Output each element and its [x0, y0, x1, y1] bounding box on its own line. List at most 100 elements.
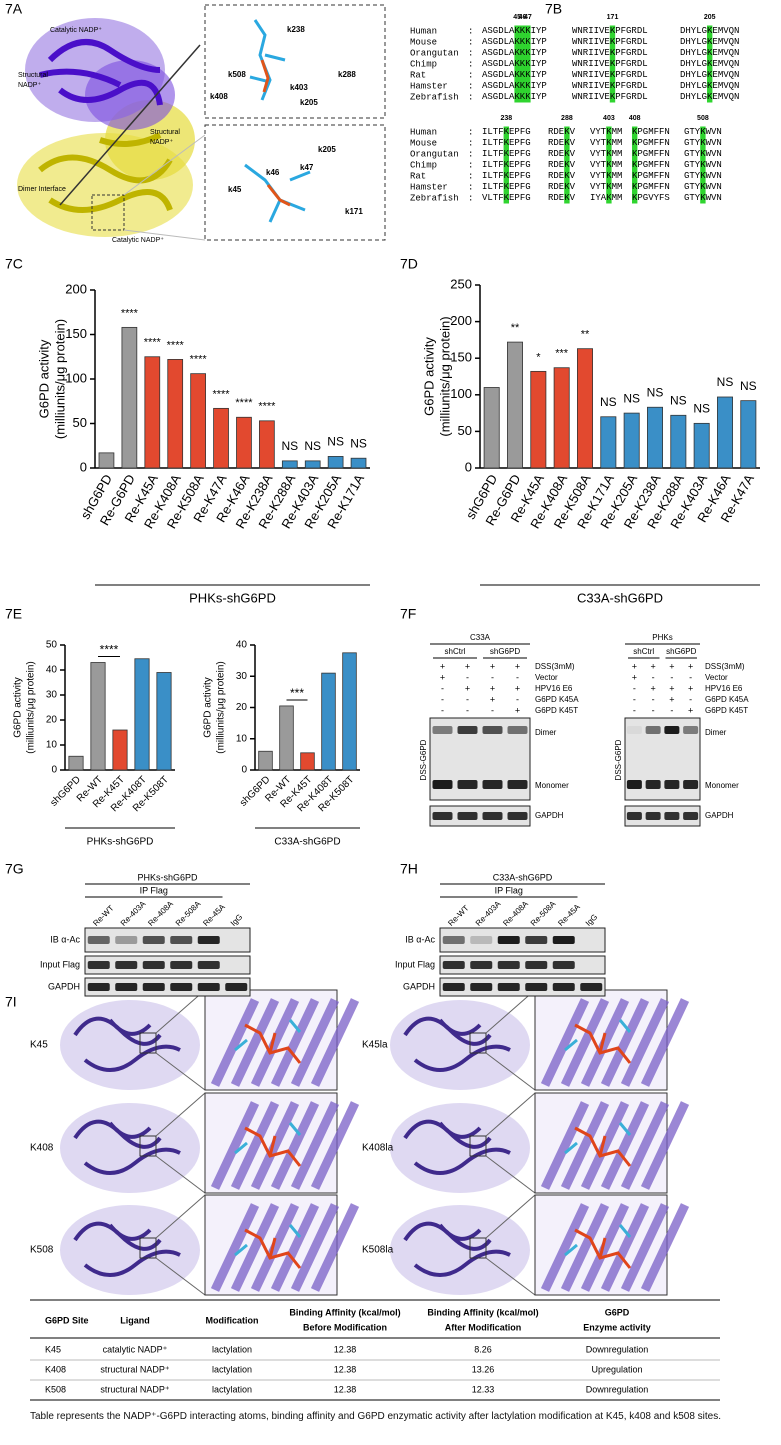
- bar: [144, 356, 161, 469]
- sequence-part: K: [504, 127, 510, 137]
- table-header: G6PD Site: [45, 1315, 89, 1325]
- ligand: [574, 1228, 632, 1269]
- sequence-part: ASGDLA: [482, 48, 515, 58]
- blot: [84, 955, 251, 975]
- ligand: [234, 1019, 302, 1052]
- band: [645, 726, 661, 734]
- sequence-part: KKK: [514, 70, 531, 80]
- sign: +: [465, 661, 470, 671]
- beta-strand: [640, 998, 690, 1087]
- molecule-surface: [60, 1103, 200, 1193]
- sign: +: [490, 694, 495, 704]
- bar: [236, 416, 252, 469]
- separator: :: [468, 149, 473, 159]
- sequence-part: GTY: [684, 127, 701, 137]
- sequence-part: PGMFFN: [637, 149, 669, 159]
- significance-label: ****: [235, 397, 253, 409]
- sign: -: [652, 672, 655, 682]
- sign: +: [669, 683, 674, 693]
- bar: [281, 460, 298, 469]
- panel-label: 7G: [5, 861, 24, 877]
- highlight: [606, 192, 612, 204]
- band: [470, 936, 493, 944]
- bar: [577, 348, 593, 469]
- beta-strand: [580, 1203, 630, 1292]
- sequence: KPGMFFN: [632, 127, 670, 137]
- significance-label: NS: [717, 375, 734, 389]
- lane-label: Re-408A: [501, 899, 530, 928]
- sequence-part: K: [610, 92, 616, 102]
- beta-strand: [600, 998, 650, 1087]
- sign: +: [465, 683, 470, 693]
- sequence-part: DHYLG: [680, 26, 707, 36]
- band: [87, 936, 110, 944]
- band: [442, 983, 465, 991]
- row-label: GAPDH: [48, 981, 80, 991]
- position-label: 403: [603, 115, 615, 122]
- blot: [439, 977, 606, 997]
- side-label: DSS-G6PD: [614, 739, 623, 780]
- bar: [350, 457, 367, 469]
- structure-label: Catalytic NADP⁺: [112, 237, 164, 244]
- sequence-part: EMVQN: [712, 81, 739, 91]
- x-axis-label: C33A-shG6PD: [577, 590, 663, 605]
- beta-strand: [270, 1203, 320, 1292]
- sequence-part: K: [564, 193, 570, 203]
- table-cell: 12.38: [334, 1344, 357, 1354]
- beta-strand: [290, 1203, 340, 1292]
- significance-label: ****: [258, 401, 276, 413]
- sequence-part: VYT: [590, 149, 607, 159]
- beta-strand: [290, 998, 340, 1087]
- sign: -: [689, 694, 692, 704]
- residue-label: k47: [300, 163, 314, 172]
- zoom-box: [139, 1237, 157, 1259]
- band: [645, 812, 661, 820]
- separator: :: [468, 171, 473, 181]
- bar: [121, 326, 138, 469]
- sequence-part: K: [564, 160, 570, 170]
- significance-label: NS: [693, 402, 710, 416]
- sequence-part: GTY: [684, 160, 701, 170]
- table-cell: 13.26: [472, 1364, 495, 1374]
- y-tick-label: 250: [450, 276, 472, 291]
- band: [507, 726, 528, 734]
- beta-strand: [250, 998, 300, 1087]
- beta-strand: [230, 1101, 280, 1190]
- bar: [167, 359, 184, 469]
- highlight: [514, 25, 531, 37]
- table-cell: K408: [45, 1364, 66, 1374]
- band: [482, 812, 503, 820]
- sequence-part: PGMFFN: [637, 160, 669, 170]
- beta-strand: [210, 1101, 260, 1190]
- sequence-part: WNRIIVE: [572, 81, 610, 91]
- beta-strand: [560, 998, 610, 1087]
- sign: -: [670, 705, 673, 715]
- position-label: 508: [697, 115, 709, 122]
- separator: :: [468, 182, 473, 192]
- bar: [740, 400, 757, 469]
- sequence: WNRIIVEKPFGRDL: [572, 26, 648, 36]
- zoom-line: [485, 1052, 536, 1091]
- sign: -: [516, 672, 519, 682]
- species-name: Human: [410, 127, 437, 137]
- sequence-part: K: [504, 193, 510, 203]
- band: [683, 726, 699, 734]
- sequence-part: MM: [612, 138, 623, 148]
- sequence-part: K: [610, 26, 616, 36]
- sequence-part: V: [570, 171, 576, 181]
- highlight: [609, 47, 616, 59]
- sequence-part: K: [504, 160, 510, 170]
- sign: -: [466, 705, 469, 715]
- sequence-part: PGMFFN: [637, 138, 669, 148]
- sequence-part: IYP: [531, 92, 547, 102]
- highlight: [609, 36, 616, 48]
- band: [552, 961, 575, 969]
- beta-strand: [640, 1203, 690, 1292]
- sequence-part: EPFG: [509, 149, 531, 159]
- band: [197, 961, 220, 969]
- separator: :: [468, 59, 473, 69]
- significance-label: ****: [100, 643, 119, 657]
- lane-label: Re-403A: [119, 899, 148, 928]
- bar: [327, 456, 344, 469]
